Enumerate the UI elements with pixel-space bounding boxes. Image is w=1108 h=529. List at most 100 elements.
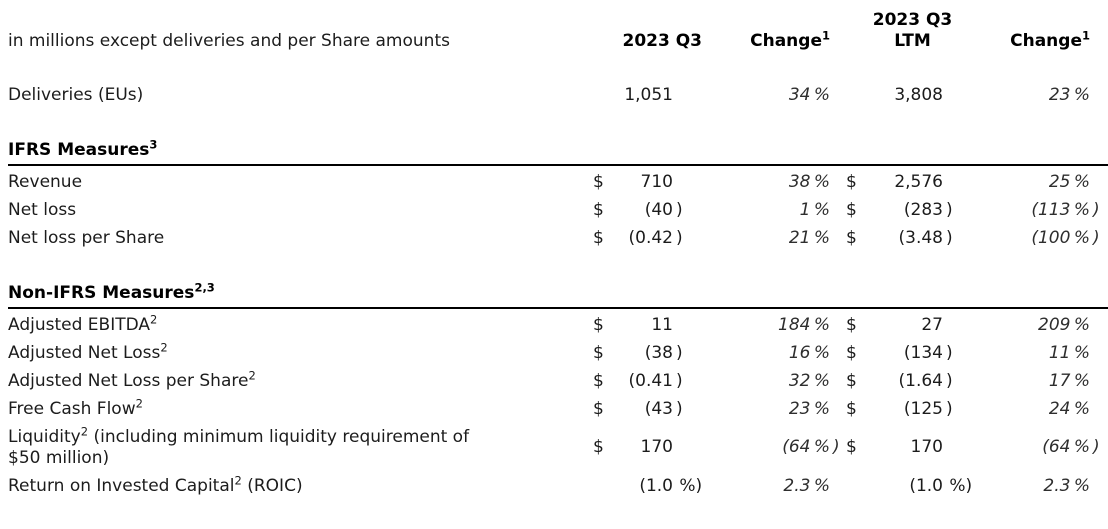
footnote-marker: 1 [1081, 28, 1090, 43]
section-title: IFRS Measures3 [8, 137, 1100, 161]
value-q3: 11 [651, 314, 673, 335]
row-label: Revenue [8, 172, 593, 193]
row-label-text: Return on Invested Capital [8, 475, 235, 496]
table-header-row: in millions except deliveries and per Sh… [8, 10, 1108, 52]
value-ltm: (283 [903, 199, 943, 220]
value-ltm: (1.0 [909, 475, 943, 496]
change-ltm-paren: ) [1093, 199, 1100, 220]
footnote-marker: 3 [149, 137, 158, 152]
col-header-ltm-line2: LTM [894, 31, 931, 51]
value-q3-paren: ) [676, 342, 683, 363]
value-ltm-paren: ) [946, 398, 953, 419]
row-label: Adjusted Net Loss2 [8, 339, 593, 364]
change-ltm: (100 % [1031, 227, 1090, 248]
change-q3: 32 % [788, 370, 830, 391]
row-label-text: Adjusted EBITDA [8, 314, 151, 335]
change-q3: 2.3 % [783, 475, 830, 496]
col-header-change-ltm: Change1 [957, 28, 1090, 52]
dollar-sign-q3: $ [593, 370, 604, 391]
value-q3-paren: ) [676, 199, 683, 220]
value-q3: (40 [644, 199, 673, 220]
footnote-marker: 2 [160, 339, 168, 354]
change-q3: (64 % [782, 437, 830, 457]
dollar-sign-ltm: $ [846, 199, 857, 220]
table-caption: in millions except deliveries and per Sh… [8, 31, 450, 51]
table-row: Liquidity2 (including minimum liquidity … [8, 423, 1108, 472]
change-ltm: 23 % [1048, 84, 1090, 105]
value-ltm: 2,576 [894, 171, 943, 192]
value-q3: (38 [644, 342, 673, 363]
dollar-sign-ltm: $ [846, 342, 857, 363]
value-q3: 710 [640, 171, 673, 192]
row-label: Deliveries (EUs) [8, 85, 593, 106]
financial-summary-table: in millions except deliveries and per Sh… [8, 10, 1108, 500]
dollar-sign-q3: $ [593, 342, 604, 363]
dollar-sign-ltm: $ [846, 398, 857, 419]
value-ltm: (1.64 [898, 370, 943, 391]
footnote-marker: 2 [135, 395, 143, 410]
change-ltm: (113 % [1031, 199, 1090, 220]
row-label-text: Deliveries (EUs) [8, 84, 144, 105]
change-ltm: 24 % [1048, 398, 1090, 419]
col-header-change-ltm-text: Change [1010, 31, 1082, 51]
value-ltm: (134 [903, 342, 943, 363]
value-ltm-paren: ) [946, 370, 953, 391]
table-row: Revenue $ 710 38 % $ 2,576 25 % [8, 168, 1108, 196]
value-q3-paren: ) [676, 398, 683, 419]
value-q3-paren: ) [676, 370, 683, 391]
value-ltm-paren: %) [946, 475, 973, 496]
dollar-sign-ltm: $ [846, 314, 857, 335]
row-label: Return on Invested Capital2 (ROIC) [8, 472, 593, 497]
row-label-text: Net loss [8, 199, 77, 220]
col-header-ltm-line1: 2023 Q3 [872, 10, 953, 30]
value-ltm: (3.48 [898, 227, 943, 248]
change-ltm: 25 % [1048, 171, 1090, 192]
row-label-text: Adjusted Net Loss per Share [8, 370, 249, 391]
footnote-marker: 2 [234, 472, 242, 487]
row-label: Net loss per Share [8, 228, 593, 249]
value-ltm: 170 [910, 437, 943, 457]
col-header-change-q3: Change1 [687, 28, 830, 52]
col-header-2023-q3: 2023 Q3 [622, 31, 702, 51]
dollar-sign-q3: $ [593, 437, 604, 457]
row-label-text: Net loss per Share [8, 227, 165, 248]
dollar-sign-q3: $ [593, 314, 604, 335]
change-q3-paren: ) [833, 437, 840, 457]
table-row: Adjusted EBITDA2 $ 11 184 % $ 27 209 % [8, 311, 1108, 339]
row-label-text: Revenue [8, 171, 83, 192]
table-body: Deliveries (EUs) 1,051 34 % 3,808 23 % I… [8, 81, 1108, 500]
value-ltm-paren: ) [946, 199, 953, 220]
footnote-marker: 1 [821, 28, 830, 43]
change-ltm-paren: ) [1093, 437, 1100, 457]
dollar-sign-q3: $ [593, 398, 604, 419]
dollar-sign-ltm: $ [846, 171, 857, 192]
value-q3-paren: ) [676, 227, 683, 248]
change-ltm: 17 % [1048, 370, 1090, 391]
dollar-sign-ltm: $ [846, 370, 857, 391]
section-header-row: Non-IFRS Measures2,3 [8, 282, 1108, 309]
table-row: Return on Invested Capital2 (ROIC) (1.0 … [8, 472, 1108, 500]
change-q3: 21 % [788, 227, 830, 248]
value-q3: (43 [644, 398, 673, 419]
change-ltm: 209 % [1038, 314, 1090, 335]
value-q3: 170 [640, 437, 673, 457]
row-label: Liquidity2 (including minimum liquidity … [8, 423, 593, 469]
row-label-text: Adjusted Net Loss [8, 342, 161, 363]
row-label-text: Free Cash Flow [8, 398, 136, 419]
table-row: Adjusted Net Loss2 $ (38 ) 16 % $ (134 )… [8, 339, 1108, 367]
value-q3: (0.42 [628, 227, 673, 248]
value-ltm: 27 [921, 314, 943, 335]
table-row: Free Cash Flow2 $ (43 ) 23 % $ (125 ) 24… [8, 395, 1108, 423]
row-label-text: Liquidity [8, 426, 81, 447]
value-ltm: (125 [903, 398, 943, 419]
row-label: Free Cash Flow2 [8, 395, 593, 420]
footnote-marker: 2 [80, 423, 89, 438]
change-q3: 38 % [788, 171, 830, 192]
dollar-sign-ltm: $ [846, 227, 857, 248]
row-label: Adjusted Net Loss per Share2 [8, 369, 593, 392]
value-q3: (0.41 [628, 370, 673, 391]
row-label: Adjusted EBITDA2 [8, 313, 593, 336]
change-ltm: 11 % [1048, 342, 1090, 363]
value-ltm-paren: ) [946, 227, 953, 248]
change-ltm: (64 % [1042, 437, 1090, 457]
